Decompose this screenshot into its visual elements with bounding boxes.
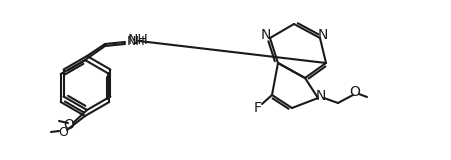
Text: O: O — [58, 127, 68, 140]
Text: O: O — [349, 85, 359, 99]
Text: N: N — [260, 28, 271, 42]
Text: O: O — [64, 118, 74, 132]
Text: NH: NH — [127, 35, 145, 48]
Text: F: F — [253, 101, 262, 115]
Text: N: N — [317, 28, 327, 42]
Text: NH: NH — [128, 33, 148, 47]
Text: N: N — [315, 89, 326, 103]
